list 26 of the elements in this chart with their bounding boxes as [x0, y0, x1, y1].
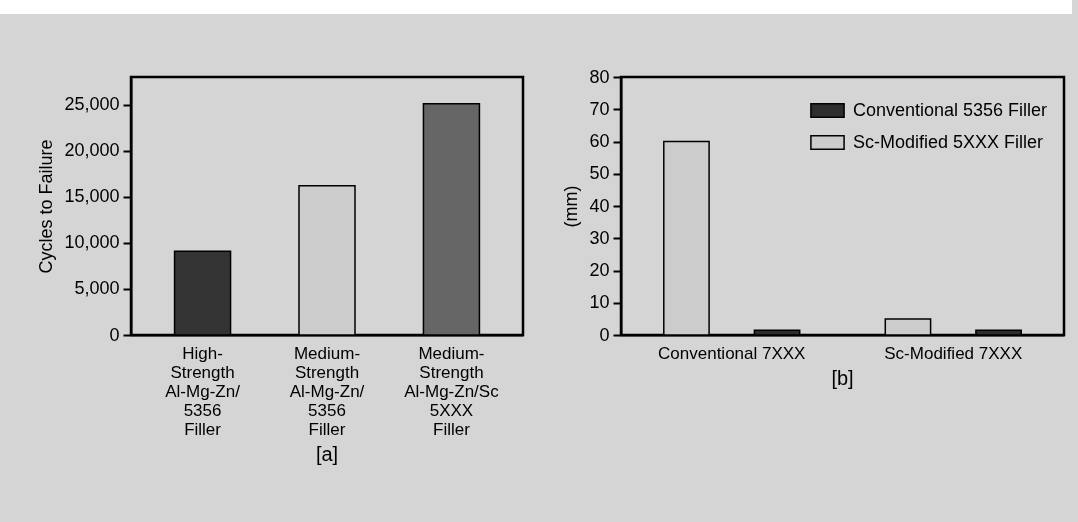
- y-tick-label: 10,000: [64, 232, 120, 253]
- y-tick-label: 80: [589, 66, 610, 87]
- x-tick-label: Medium- Strength Al-Mg-Zn/ 5356 Filler: [289, 343, 365, 439]
- y-tick-label: 40: [589, 195, 610, 216]
- y-tick-label: 0: [109, 324, 120, 345]
- x-tick-label: Conventional 7XXX: [658, 343, 806, 363]
- x-tick-label: Sc-Modified 7XXX: [884, 343, 1023, 363]
- y-tick-label: 30: [589, 227, 610, 248]
- y-tick-label: 20: [589, 260, 610, 280]
- y-tick-label: 60: [589, 131, 610, 151]
- y-tick-label: 10: [589, 292, 610, 313]
- text: [b]: [831, 367, 854, 389]
- y-tick-label: 70: [589, 98, 610, 119]
- y-tick-label: 20,000: [64, 140, 120, 161]
- x-tick-label: High- Strength Al-Mg-Zn/ 5356 Filler: [165, 343, 241, 439]
- y-tick-label: 5,000: [74, 278, 120, 299]
- y-axis-title: (mm): [561, 185, 582, 228]
- x-tick-label: Medium- Strength Al-Mg-Zn/Sc 5XXX Filler: [404, 343, 500, 439]
- y-tick-label: 0: [599, 324, 610, 345]
- legend-label: Sc-Modified 5XXX Filler: [853, 131, 1044, 152]
- y-tick-label: 25,000: [64, 94, 120, 115]
- legend-label: Conventional 5356 Filler: [853, 99, 1048, 120]
- y-axis-title: Cycles to Failure: [36, 139, 57, 274]
- y-tick-label: 50: [589, 163, 610, 184]
- y-tick-label: 15,000: [64, 186, 120, 207]
- text: [a]: [315, 443, 339, 465]
